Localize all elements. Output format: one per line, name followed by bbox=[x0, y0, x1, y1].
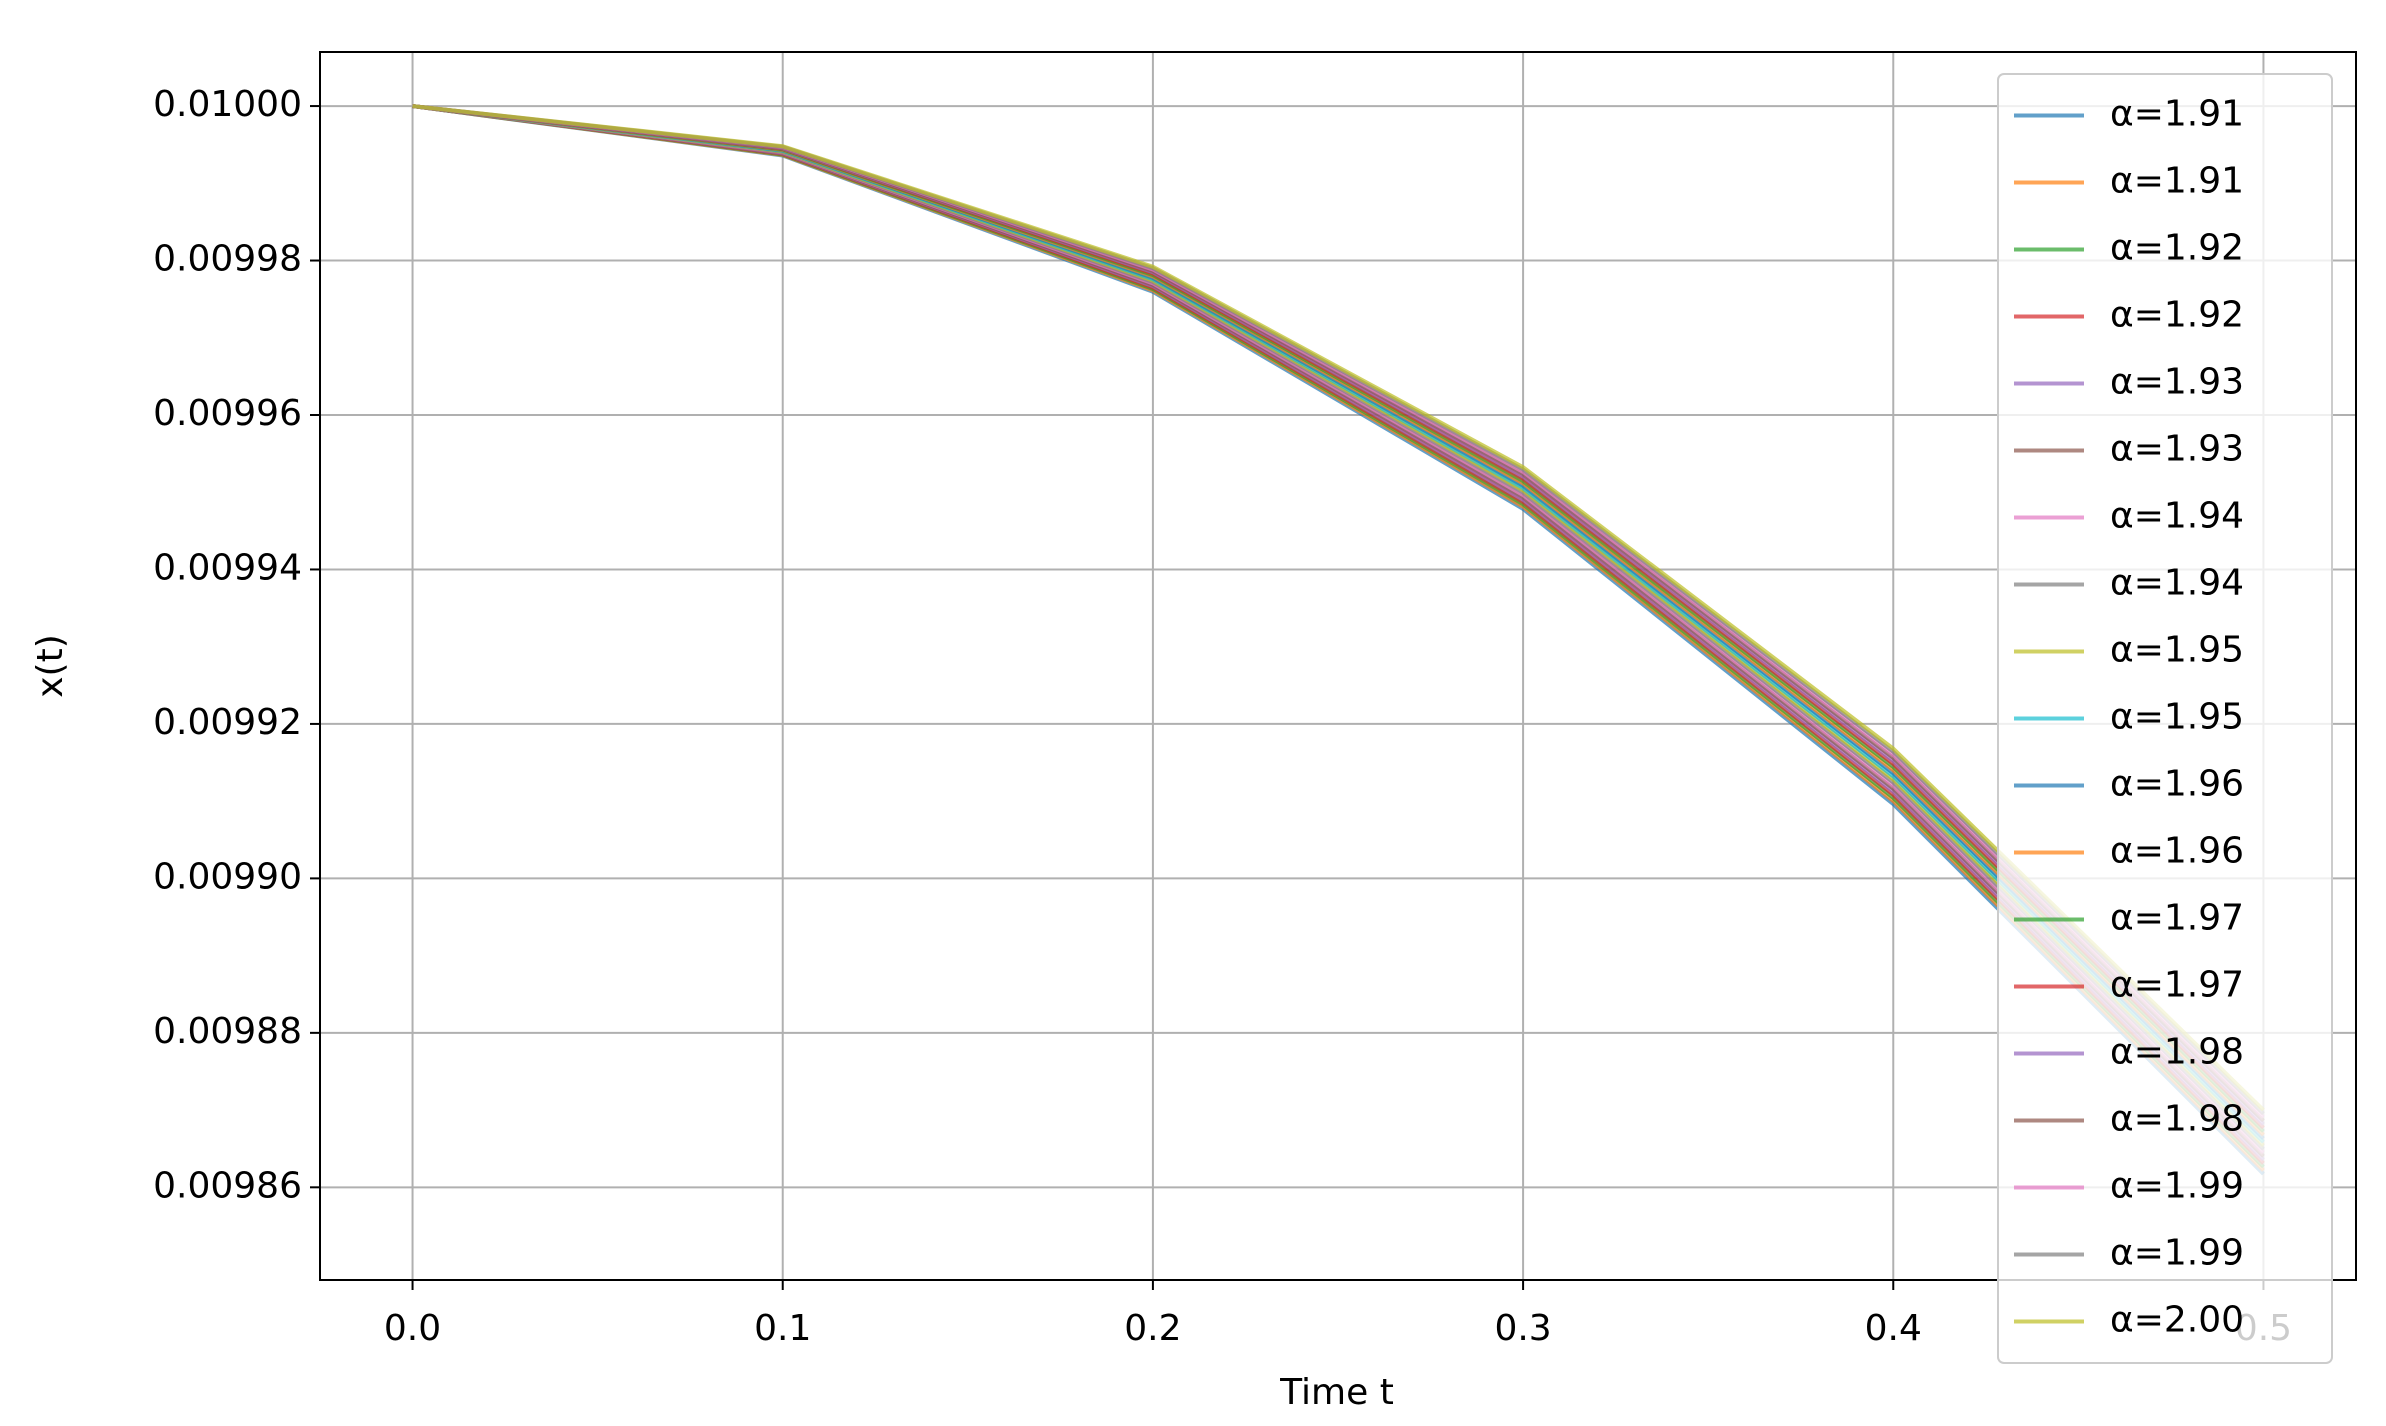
x-tick-label: 0.0 bbox=[384, 1308, 441, 1349]
y-tick-label: 0.00986 bbox=[153, 1165, 302, 1206]
legend-label: α=1.95 bbox=[2110, 630, 2244, 671]
series-line bbox=[412, 104, 2265, 1162]
series-line bbox=[412, 104, 2265, 1165]
series-line bbox=[412, 104, 2265, 1176]
y-tick-label: 0.00992 bbox=[153, 702, 302, 743]
series-line bbox=[412, 104, 2265, 1112]
plot-frame bbox=[319, 51, 2357, 1281]
x-tick-label: 0.1 bbox=[754, 1308, 811, 1349]
series-line bbox=[412, 104, 2265, 1123]
series-line bbox=[412, 104, 2265, 1158]
x-axis-label: Time t bbox=[1279, 1372, 1394, 1413]
legend-label: α=1.99 bbox=[2110, 1166, 2244, 1207]
series-line bbox=[412, 104, 2265, 1119]
series-line bbox=[412, 104, 2265, 1155]
legend-label: α=1.98 bbox=[2110, 1032, 2244, 1073]
y-axis-label: x(t) bbox=[30, 634, 71, 698]
legend-label: α=1.97 bbox=[2110, 898, 2244, 939]
legend-label: α=1.92 bbox=[2110, 295, 2244, 336]
legend-label: α=1.96 bbox=[2110, 831, 2244, 872]
legend-label: α=1.97 bbox=[2110, 965, 2244, 1006]
legend-label: α=1.96 bbox=[2110, 764, 2244, 805]
y-tick-label: 0.00990 bbox=[153, 856, 302, 897]
series-line bbox=[412, 104, 2265, 1148]
y-tick-label: 0.00994 bbox=[153, 547, 302, 588]
legend-label: α=1.98 bbox=[2110, 1099, 2244, 1140]
legend: α=1.91 α=1.91 α=1.92 α=1.92 α=1.93 α=1.93 α=1.… bbox=[1997, 73, 2333, 1364]
series-line bbox=[412, 104, 2265, 1116]
legend-label: α=1.92 bbox=[2110, 228, 2244, 269]
legend-label: α=1.91 bbox=[2110, 94, 2244, 135]
legend-label: α=1.91 bbox=[2110, 161, 2244, 202]
y-tick-label: 0.00996 bbox=[153, 393, 302, 434]
legend-label: α=2.00 bbox=[2110, 1300, 2244, 1341]
legend-label: α=1.95 bbox=[2110, 697, 2244, 738]
y-tick-label: 0.00998 bbox=[153, 239, 302, 280]
series-line bbox=[412, 104, 2265, 1172]
legend-label: α=1.94 bbox=[2110, 496, 2244, 537]
x-tick-label: 0.4 bbox=[1865, 1308, 1922, 1349]
legend-label: α=1.93 bbox=[2110, 362, 2244, 403]
x-tick-label: 0.2 bbox=[1124, 1308, 1181, 1349]
legend-label: α=1.93 bbox=[2110, 429, 2244, 470]
series-line bbox=[412, 104, 2265, 1169]
y-tick-label: 0.01000 bbox=[153, 84, 302, 125]
y-tick-label: 0.00988 bbox=[153, 1011, 302, 1052]
legend-label: α=1.99 bbox=[2110, 1233, 2244, 1274]
series-line bbox=[412, 104, 2265, 1126]
legend-box bbox=[1997, 73, 2333, 1364]
legend-label: α=1.94 bbox=[2110, 563, 2244, 604]
series-line bbox=[412, 104, 2265, 1151]
series-line bbox=[412, 104, 2265, 1130]
x-tick-label: 0.3 bbox=[1494, 1308, 1551, 1349]
